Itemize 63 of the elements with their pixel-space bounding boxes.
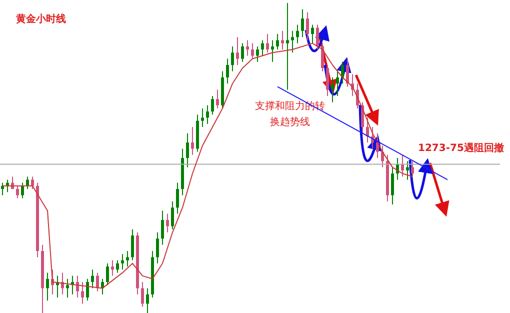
candlestick [331,76,334,103]
candlestick [256,46,259,62]
candlestick [251,42,254,60]
candlestick [321,42,324,72]
candlestick [176,182,179,214]
candlestick [411,160,414,178]
candlestick [16,185,19,199]
candlestick [246,40,249,56]
candlestick [336,70,339,96]
candlestick [171,200,174,230]
candlestick [376,132,379,158]
candlestick [156,232,159,264]
candlestick [116,260,119,274]
candlestick [141,282,144,308]
candlestick [286,3,289,90]
candlestick [326,64,329,96]
candlestick [66,278,69,298]
candlestick [206,104,209,124]
candlestick [81,282,84,304]
candlestick [131,228,134,261]
candlestick [126,250,129,267]
candlestick [341,61,344,84]
candlestick [111,260,114,276]
candlestick [31,176,34,190]
candlestick [91,269,94,289]
candlestick [241,42,244,62]
candlestick [271,40,274,62]
candlestick [106,262,109,286]
candlestick [226,58,229,84]
candlestick [201,108,204,128]
candlestick [401,154,404,178]
text: 黄金小时线 [16,12,66,26]
candlestick [311,24,314,44]
candlestick [346,58,349,88]
candlestick [76,275,79,298]
candlestick [211,96,214,116]
candlestick [186,132,189,168]
candlestick [281,30,284,50]
candlestick [46,272,49,302]
candlestick [406,160,409,180]
candlestick [236,36,239,66]
candlestick [166,213,169,233]
candlestick [191,126,194,156]
candlestick [161,210,164,246]
candlestick [391,166,394,205]
candlestick [291,30,294,54]
candlestick [316,24,319,50]
candlestick [121,254,124,270]
candlestick [86,278,89,302]
annotation: 支撑和阻力的转换趋势线 [254,100,326,130]
candlestick [26,176,29,190]
candlestick [276,34,279,50]
candlestick [366,117,369,143]
candlestick [21,182,24,199]
candlestick [216,89,219,109]
candlestick [266,34,269,54]
candlestick [231,46,234,72]
candlestick [296,24,299,44]
annotation: 1273-75遇阻回撤 [418,142,504,155]
candlestick [306,12,309,41]
candlestick [146,288,149,313]
candlestick [261,40,264,56]
candlestick [301,8,304,38]
